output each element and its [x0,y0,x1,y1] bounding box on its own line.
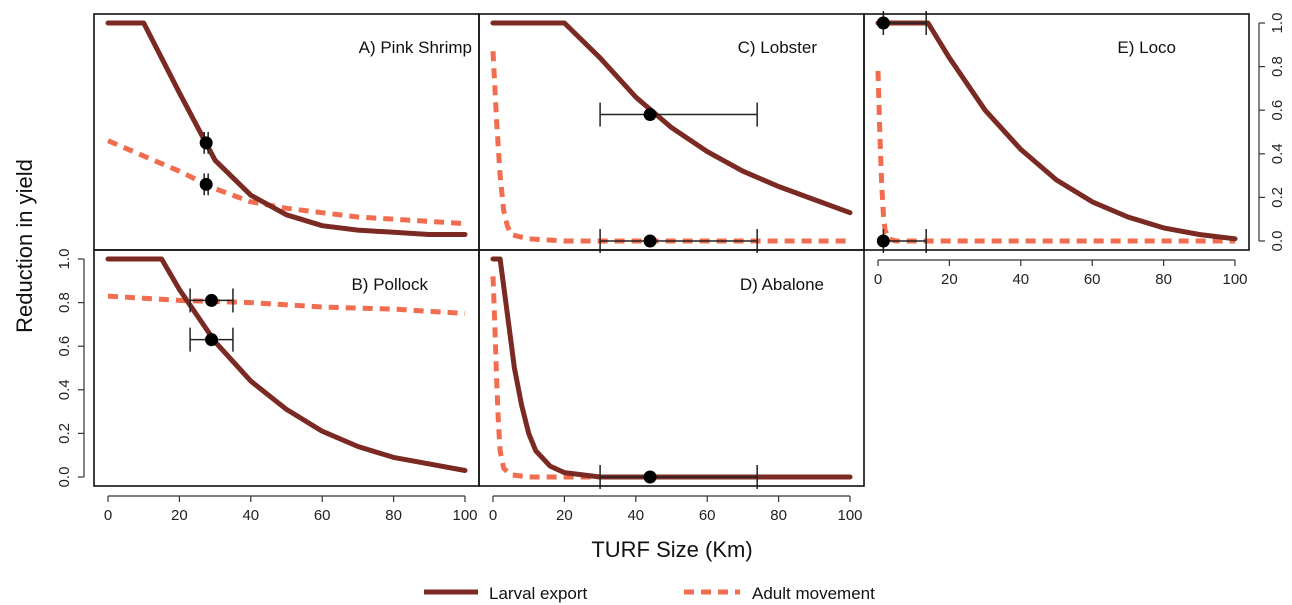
y-axis-B-tick-label-4: 0.8 [56,292,73,313]
panel-E-frame [863,13,1250,251]
x-axis-B-tick-label-1: 20 [171,507,188,524]
panel-B-curves [105,256,468,473]
adult-movement-line-C [490,51,850,244]
adult-movement-line-A [107,138,466,227]
y-axis-E-tick-label-2: 0.4 [1269,143,1286,164]
y-axis-B-tick-label-5: 1.0 [56,249,73,270]
y-axis-B-tick-label-3: 0.6 [56,336,73,357]
data-point-C-0 [643,108,657,122]
x-axis-E-tick-label-3: 60 [1084,271,1101,288]
panel-A-points [199,132,213,196]
panel-E-points [876,11,927,253]
x-axis-D-tick-label-3: 60 [699,507,716,524]
panel-E-label: E) Loco [1117,38,1176,57]
panel-C: C) Lobster [490,20,853,253]
panel-C-label: C) Lobster [738,38,818,57]
x-axis-title: TURF Size (Km) [591,537,752,562]
data-point-A-1 [199,177,213,191]
larval-export-line-A [105,20,468,237]
data-point-A-0 [199,136,213,150]
panel-B-label: B) Pollock [351,275,428,294]
data-point-E-1 [876,234,890,248]
y-axis-E-tick-label-4: 0.8 [1269,56,1286,77]
x-axis-E-tick-label-5: 100 [1222,271,1247,288]
x-axis-B-tick-label-5: 100 [452,507,477,524]
y-axis-B-tick-label-1: 0.2 [56,423,73,444]
larval-export-line-C [490,20,853,216]
larval-export-line-D [490,256,853,480]
panel-B-points [189,288,234,352]
panel-E: E) Loco [875,11,1238,253]
x-axis-B-tick-label-4: 80 [385,507,402,524]
x-axis-E-tick-label-1: 20 [941,271,958,288]
panel-C-curves [490,20,853,244]
panel-B: B) Pollock [105,256,468,473]
panel-C-points [599,102,758,253]
x-axis-D-tick-label-1: 20 [556,507,573,524]
adult-movement-line-B [107,293,466,316]
panel-E-curves [875,20,1238,244]
panel-D-curves [490,256,853,480]
data-point-B-1 [205,333,219,347]
y-axis-B-tick-label-0: 0.0 [56,467,73,488]
y-axis-B-tick-label-2: 0.4 [56,379,73,400]
x-axis-D-tick-label-5: 100 [837,507,862,524]
legend-adult-label: Adult movement [752,584,875,603]
x-axis-D-tick-label-4: 80 [770,507,787,524]
data-point-D-0 [643,470,657,484]
legend: Larval export Adult movement [424,584,875,603]
y-axis-E-tick-label-0: 0.0 [1269,231,1286,252]
x-axis-B-tick-label-2: 40 [242,507,259,524]
data-point-B-0 [205,293,219,307]
panel-A: A) Pink Shrimp [105,20,472,237]
x-axis-E-tick-label-2: 40 [1012,271,1029,288]
panel-D-points [599,465,758,489]
legend-larval-label: Larval export [489,584,588,603]
y-axis-E-tick-label-3: 0.6 [1269,100,1286,121]
x-axis-D-tick-label-2: 40 [627,507,644,524]
adult-movement-line-E [875,70,1235,244]
larval-export-line-E [875,20,1238,242]
data-point-C-1 [643,234,657,248]
data-point-E-0 [876,16,890,30]
x-axis-E-tick-label-0: 0 [874,271,882,288]
x-axis-B-tick-label-3: 60 [314,507,331,524]
panel-frames [93,13,1250,487]
adult-movement-line-D [490,276,850,480]
panel-D-frame [478,249,865,487]
x-axis-E-tick-label-4: 80 [1155,271,1172,288]
y-axis-E-tick-label-1: 0.2 [1269,187,1286,208]
y-axis-title: Reduction in yield [12,159,37,333]
panel-D-label: D) Abalone [740,275,824,294]
x-axis-B-tick-label-0: 0 [104,507,112,524]
y-axis-E-tick-label-5: 1.0 [1269,13,1286,34]
larval-export-line-B [105,256,468,473]
panel-A-label: A) Pink Shrimp [359,38,472,57]
axes: 0 20 40 60 80 100 0 20 40 60 80 100 0 20 40 60 80 100 0.0 0… [56,13,1286,524]
panel-A-curves [105,20,468,237]
panel-D: D) Abalone [490,256,853,489]
x-axis-D-tick-label-0: 0 [489,507,497,524]
